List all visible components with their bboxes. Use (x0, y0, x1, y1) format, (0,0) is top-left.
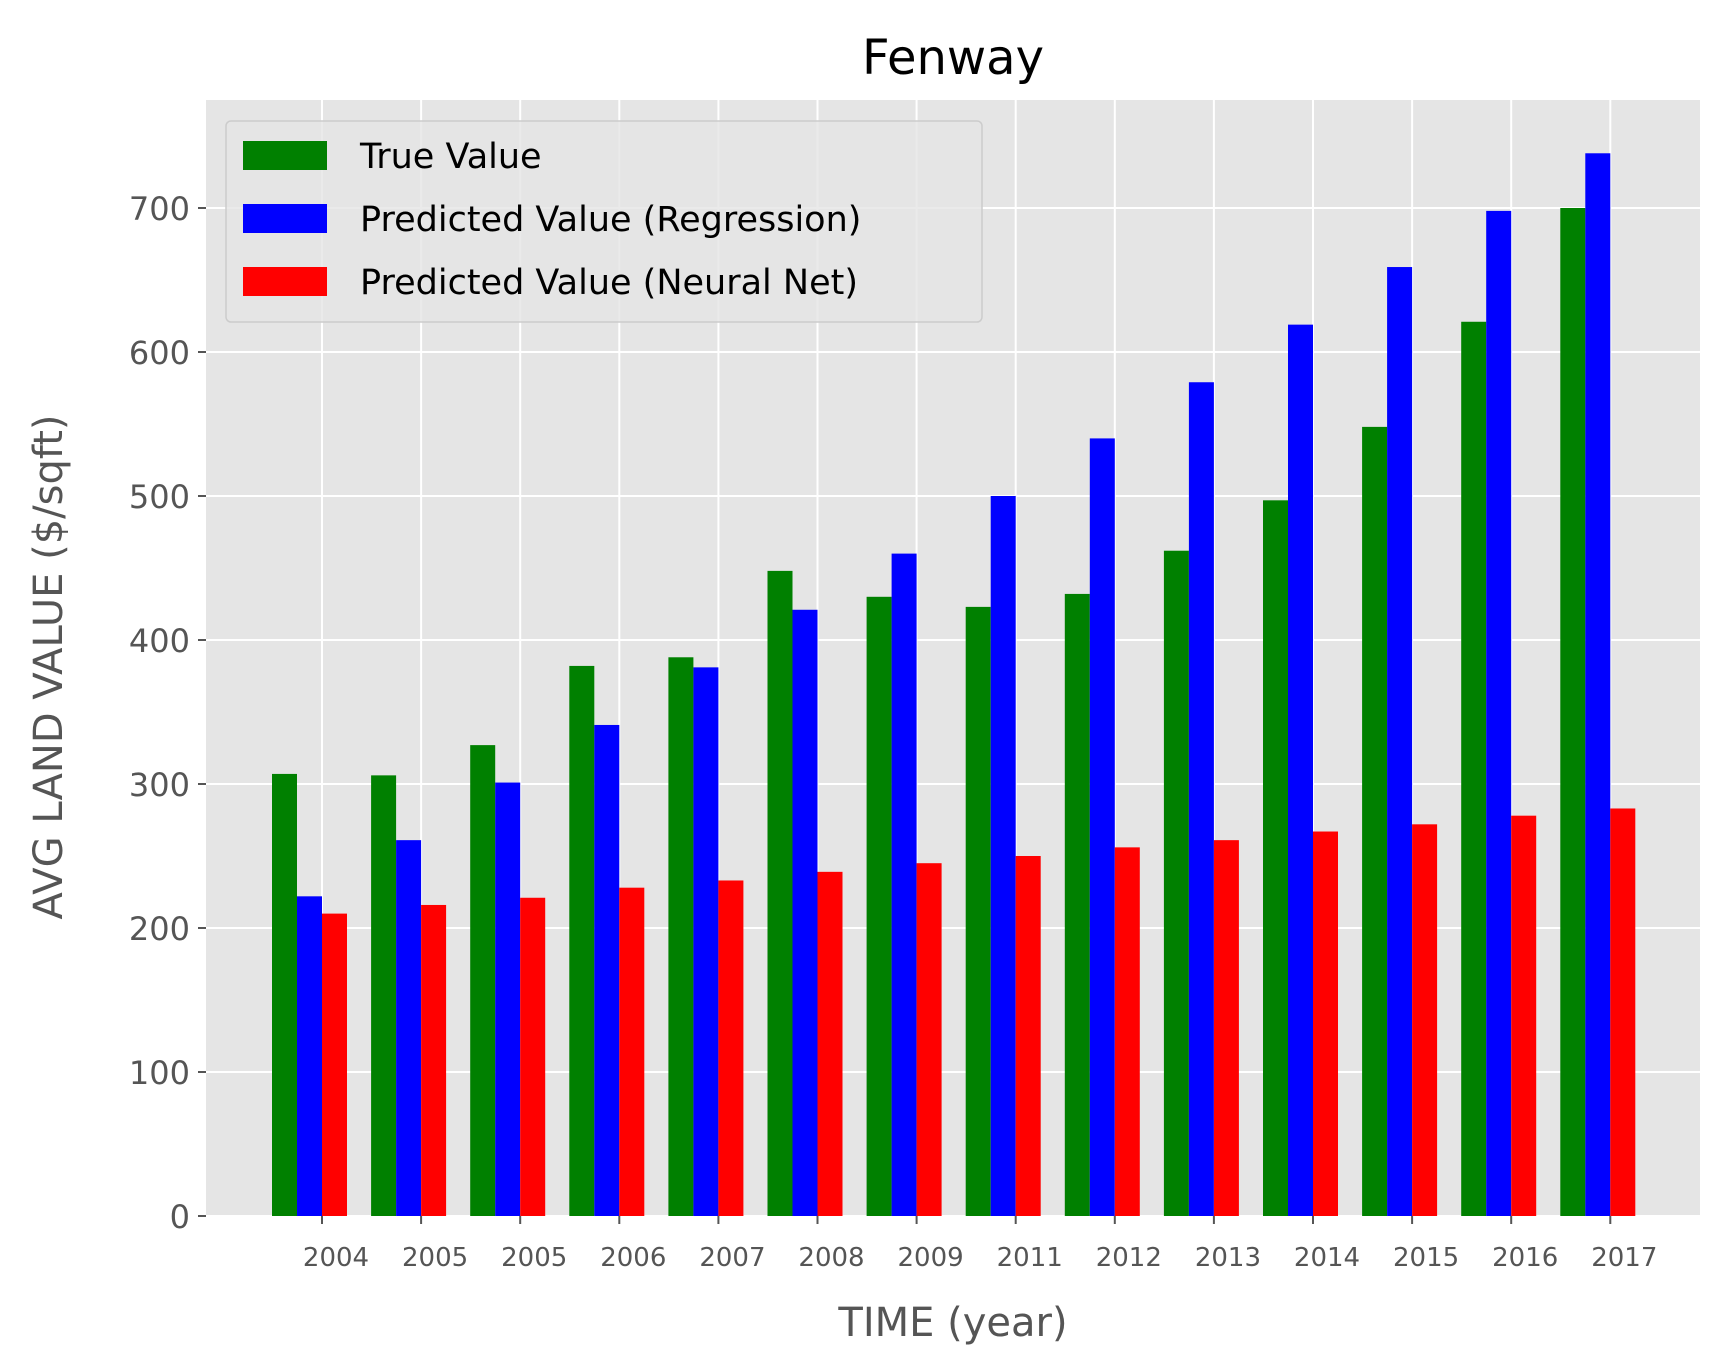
x-tick-label: 2014 (1294, 1243, 1360, 1273)
y-tick-label: 400 (129, 622, 190, 660)
x-axis-label: TIME (year) (837, 1300, 1067, 1346)
bar-regression-3 (594, 724, 620, 1216)
bar-neural-net-5 (817, 871, 843, 1216)
bar-regression-7 (990, 496, 1016, 1216)
x-tick-label: 2005 (501, 1243, 567, 1273)
x-axis-ticks: 2004 2005 2005 2006 2007 2008 2009 2011 2012 2013… (303, 1216, 1657, 1273)
legend-swatch (243, 267, 327, 296)
bar-true-value-5 (767, 570, 793, 1216)
bar-true-value-0 (272, 773, 297, 1216)
y-tick-label: 500 (129, 478, 190, 516)
y-axis-label: AVG LAND VALUE ($/sqft) (26, 414, 72, 919)
legend-label: Predicted Value (Regression) (360, 200, 861, 240)
bar-neural-net-8 (1114, 847, 1140, 1216)
bar-neural-net-6 (916, 863, 942, 1216)
bar-regression-13 (1585, 153, 1611, 1216)
x-tick-label: 2004 (303, 1243, 369, 1273)
bar-true-value-1 (371, 775, 397, 1216)
bar-neural-net-3 (619, 887, 645, 1216)
bar-regression-2 (495, 782, 521, 1216)
x-tick-label: 2016 (1492, 1243, 1558, 1273)
bar-true-value-12 (1461, 321, 1487, 1216)
x-tick-label: 2015 (1393, 1243, 1459, 1273)
x-tick-label: 2011 (997, 1243, 1063, 1273)
x-tick-label: 2017 (1591, 1243, 1657, 1273)
bar-true-value-6 (866, 596, 892, 1216)
bar-neural-net-13 (1610, 808, 1636, 1216)
y-tick-label: 0 (170, 1198, 190, 1236)
bar-true-value-11 (1362, 426, 1388, 1216)
bar-regression-10 (1288, 324, 1313, 1216)
x-tick-label: 2006 (600, 1243, 666, 1273)
x-tick-label: 2009 (898, 1243, 964, 1273)
x-tick-label: 2005 (402, 1243, 468, 1273)
legend: True Value Predicted Value (Regression) Pr… (225, 120, 983, 323)
legend-box (225, 120, 983, 323)
bar-true-value-3 (569, 665, 595, 1216)
bar-neural-net-10 (1313, 831, 1338, 1216)
bar-true-value-7 (965, 606, 991, 1216)
legend-swatch (243, 141, 327, 170)
bar-regression-12 (1486, 210, 1512, 1216)
y-tick-label: 600 (129, 334, 190, 372)
legend-label: Predicted Value (Neural Net) (360, 263, 858, 303)
y-tick-label: 700 (129, 190, 190, 228)
bar-true-value-8 (1064, 593, 1090, 1216)
bar-regression-11 (1387, 267, 1413, 1216)
bar-neural-net-11 (1412, 824, 1438, 1216)
bar-regression-5 (792, 609, 818, 1216)
bar-neural-net-12 (1511, 815, 1537, 1216)
bar-true-value-4 (668, 657, 694, 1216)
bar-neural-net-0 (322, 913, 347, 1216)
y-tick-label: 300 (129, 766, 190, 804)
bar-regression-9 (1188, 382, 1214, 1216)
x-tick-label: 2012 (1096, 1243, 1162, 1273)
y-tick-label: 100 (129, 1054, 190, 1092)
chart-title: Fenway (862, 30, 1044, 86)
bar-true-value-13 (1560, 208, 1586, 1216)
bar-regression-8 (1089, 438, 1115, 1216)
x-tick-label: 2007 (699, 1243, 765, 1273)
bar-true-value-10 (1263, 500, 1288, 1216)
bar-regression-0 (297, 896, 322, 1216)
y-axis-ticks: 0 100 200 300 400 500 600 700 (129, 190, 206, 1236)
bars-group (272, 153, 1636, 1216)
legend-label: True Value (359, 137, 542, 177)
x-tick-label: 2008 (798, 1243, 864, 1273)
legend-swatch (243, 204, 327, 233)
bar-neural-net-4 (718, 880, 744, 1216)
bar-true-value-9 (1163, 550, 1189, 1216)
bar-regression-6 (891, 553, 917, 1216)
bar-neural-net-7 (1015, 856, 1041, 1216)
y-tick-label: 200 (129, 910, 190, 948)
bar-neural-net-1 (421, 904, 447, 1216)
bar-true-value-2 (470, 745, 496, 1216)
x-tick-label: 2013 (1195, 1243, 1261, 1273)
bar-neural-net-2 (520, 897, 546, 1216)
bar-regression-4 (693, 667, 719, 1216)
bar-neural-net-9 (1213, 840, 1239, 1216)
bar-regression-1 (396, 840, 422, 1216)
